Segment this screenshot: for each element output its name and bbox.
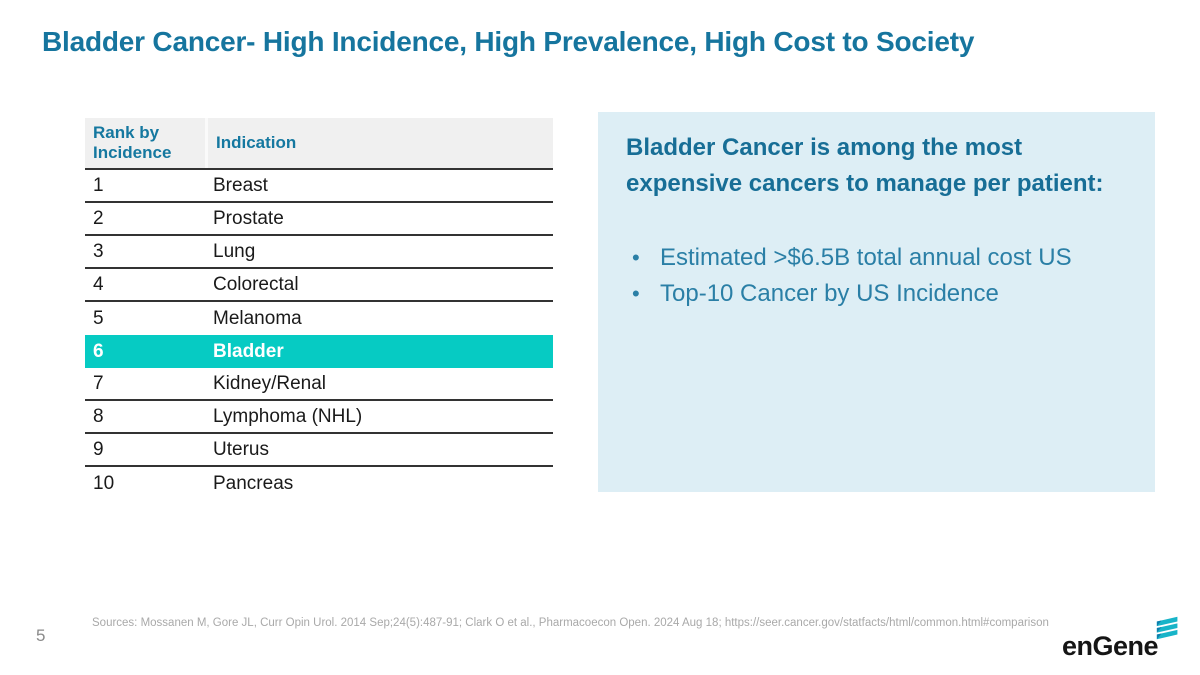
three-slanted-bars-icon — [1156, 616, 1178, 640]
engene-logo-text: enGene — [1062, 631, 1159, 661]
rank-cell: 2 — [93, 207, 104, 229]
table-header-row: Rank by Incidence Indication — [85, 118, 553, 170]
table-row: 4 Colorectal — [85, 269, 553, 302]
indication-cell: Kidney/Renal — [213, 372, 327, 394]
bullet-item: • Estimated >$6.5B total annual cost US — [626, 240, 1127, 276]
table-row: 3 Lung — [85, 236, 553, 269]
indication-cell: Melanoma — [213, 307, 302, 329]
rank-cell: 4 — [93, 273, 104, 295]
rank-cell: 10 — [93, 472, 115, 494]
rank-cell: 9 — [93, 438, 104, 460]
table-row: 6 Bladder — [85, 335, 553, 368]
page-number: 5 — [36, 626, 46, 645]
table-row: 10 Pancreas — [85, 467, 553, 500]
incidence-table: Rank by Incidence Indication 1 Breast 2 Pro… — [85, 118, 553, 500]
indication-cell: Prostate — [213, 207, 284, 229]
table-row: 5 Melanoma — [85, 302, 553, 335]
bullet-icon: • — [632, 245, 640, 270]
bullet-icon: • — [632, 281, 640, 306]
rank-cell: 8 — [93, 405, 104, 427]
engene-logo: enGene — [1062, 614, 1186, 664]
indication-cell: Bladder — [213, 340, 284, 362]
indication-cell: Lymphoma (NHL) — [213, 405, 363, 427]
table-row: 7 Kidney/Renal — [85, 368, 553, 401]
rank-cell: 6 — [93, 340, 104, 362]
bullet-list: • Estimated >$6.5B total annual cost US • T… — [626, 240, 1127, 312]
table-row: 1 Breast — [85, 170, 553, 203]
table-row: 9 Uterus — [85, 434, 553, 467]
sources-footnote: Sources: Mossanen M, Gore JL, Curr Opin … — [92, 617, 1049, 629]
callout-panel: Bladder Cancer is among the most expensi… — [598, 112, 1155, 492]
bullet-text: Top-10 Cancer by US Incidence — [660, 280, 999, 307]
bullet-text: Estimated >$6.5B total annual cost US — [660, 244, 1072, 271]
table-body: 1 Breast 2 Prostate 3 Lung 4 Colorectal 5 Melanom… — [85, 170, 553, 500]
indication-cell: Lung — [213, 240, 256, 262]
indication-cell: Breast — [213, 174, 268, 196]
column-header-rank: Rank by Incidence — [93, 123, 172, 162]
table-row: 8 Lymphoma (NHL) — [85, 401, 553, 434]
bullet-item: • Top-10 Cancer by US Incidence — [626, 276, 1127, 312]
slide-title: Bladder Cancer- High Incidence, High Pre… — [42, 26, 975, 57]
rank-cell: 7 — [93, 372, 104, 394]
rank-cell: 5 — [93, 307, 104, 329]
indication-cell: Pancreas — [213, 472, 294, 494]
indication-cell: Colorectal — [213, 273, 299, 295]
column-header-indication: Indication — [205, 118, 553, 168]
panel-heading: Bladder Cancer is among the most expensi… — [626, 134, 1104, 197]
rank-cell: 1 — [93, 174, 104, 196]
indication-cell: Uterus — [213, 438, 269, 460]
rank-cell: 3 — [93, 240, 104, 262]
table-row: 2 Prostate — [85, 203, 553, 236]
